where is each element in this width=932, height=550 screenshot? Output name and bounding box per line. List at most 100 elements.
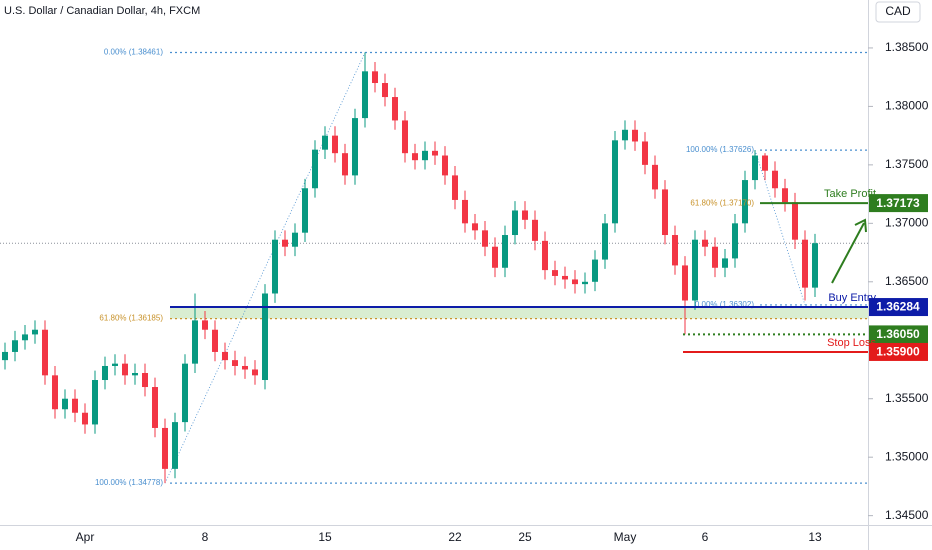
candle-body: [732, 223, 738, 259]
candle-body: [462, 199, 468, 224]
candle-body: [682, 265, 688, 301]
candle-body: [112, 363, 118, 366]
fib-label: 0.00% (1.36302): [695, 300, 754, 309]
candle-body: [802, 239, 808, 288]
candle-body: [422, 150, 428, 161]
candle-body: [162, 427, 168, 469]
candle-body: [192, 320, 198, 364]
y-tick-label: 1.38000: [885, 99, 929, 113]
candle-body: [572, 279, 578, 285]
candle-body: [212, 329, 218, 352]
candle-body: [92, 380, 98, 425]
candle-body: [22, 334, 28, 341]
candle-body: [362, 71, 368, 119]
candle-body: [432, 150, 438, 156]
candle-body: [692, 239, 698, 301]
candle-body: [52, 375, 58, 410]
candle-body: [42, 329, 48, 376]
candle-body: [742, 180, 748, 224]
candle-body: [412, 153, 418, 161]
candle-body: [772, 170, 778, 189]
candle-body: [312, 149, 318, 189]
currency-box[interactable]: [875, 1, 921, 23]
candle-body: [32, 329, 38, 335]
candle-body: [592, 259, 598, 282]
candle-body: [602, 223, 608, 260]
price-line-name: Buy Entry: [828, 292, 876, 304]
candle-body: [142, 372, 148, 388]
arrow: [831, 222, 865, 284]
annotations: 0.00% (1.38461) 61.80% (1.36185) 100.00% (…: [95, 48, 928, 487]
candle-body: [502, 235, 508, 268]
fib-trend: [754, 150, 806, 306]
candle-body: [322, 135, 328, 150]
candle-body: [782, 188, 788, 203]
candle-body: [232, 360, 238, 366]
price-label: 1.35900: [876, 345, 920, 359]
y-tick-label: 1.36500: [885, 274, 929, 288]
candle-body: [712, 246, 718, 268]
fib-label: 100.00% (1.34778): [95, 478, 163, 487]
buy-zone: [170, 307, 868, 319]
fib-trend: [164, 52, 366, 484]
candle-body: [522, 210, 528, 220]
candle-body: [382, 83, 388, 98]
candle-body: [292, 232, 298, 247]
arrow-head: [854, 218, 867, 233]
candle-body: [452, 175, 458, 200]
candle-body: [272, 239, 278, 294]
candle-body: [482, 230, 488, 247]
candle-body: [402, 120, 408, 154]
y-tick-label: 1.35500: [885, 391, 929, 405]
candle-body: [332, 135, 338, 154]
candle-body: [442, 155, 448, 176]
candles: [2, 52, 818, 484]
x-tick-label: 6: [702, 530, 709, 544]
x-tick-label: Apr: [76, 530, 95, 544]
y-tick-label: 1.35000: [885, 449, 929, 463]
candle-body: [752, 155, 758, 181]
candle-body: [762, 155, 768, 171]
candle-body: [182, 363, 188, 423]
fib-label: 61.80% (1.36185): [99, 314, 163, 323]
price-label-box: [869, 342, 928, 361]
price-line-name: Take Profit: [824, 188, 876, 200]
x-tick-label: 8: [202, 530, 209, 544]
candle-body: [582, 281, 588, 285]
candle-body: [252, 369, 258, 376]
price-line-name: Stop Loss: [827, 337, 876, 349]
candle-body: [152, 387, 158, 428]
candle-body: [672, 235, 678, 266]
candle-body: [202, 320, 208, 330]
x-tick-label: 15: [318, 530, 332, 544]
price-label: 1.37173: [876, 196, 920, 210]
candle-body: [562, 275, 568, 280]
candle-body: [372, 71, 378, 84]
currency: CAD: [885, 4, 911, 18]
fib-label: 100.00% (1.37626): [686, 145, 754, 154]
candle-body: [472, 223, 478, 231]
candle-body: [282, 239, 288, 247]
price-label-box: [869, 298, 928, 317]
x-tick-label: 22: [448, 530, 462, 544]
candle-body: [72, 398, 78, 413]
candle-body: [552, 270, 558, 276]
candle-body: [722, 258, 728, 268]
price-label-box: [869, 194, 928, 213]
y-tick-label: 1.38500: [885, 40, 929, 54]
fib-label: 61.80% (1.37170): [690, 199, 754, 208]
candle-body: [132, 372, 138, 376]
candle-body: [792, 202, 798, 240]
candle-body: [622, 129, 628, 141]
candle-body: [652, 164, 658, 190]
candle-body: [222, 351, 228, 361]
candle-body: [102, 365, 108, 381]
candle-body: [342, 153, 348, 176]
x-tick-label: May: [614, 530, 637, 544]
x-tick-label: 25: [518, 530, 532, 544]
price-label-box: [869, 325, 928, 344]
price-label: 1.36284: [876, 300, 920, 314]
candle-body: [812, 243, 818, 288]
